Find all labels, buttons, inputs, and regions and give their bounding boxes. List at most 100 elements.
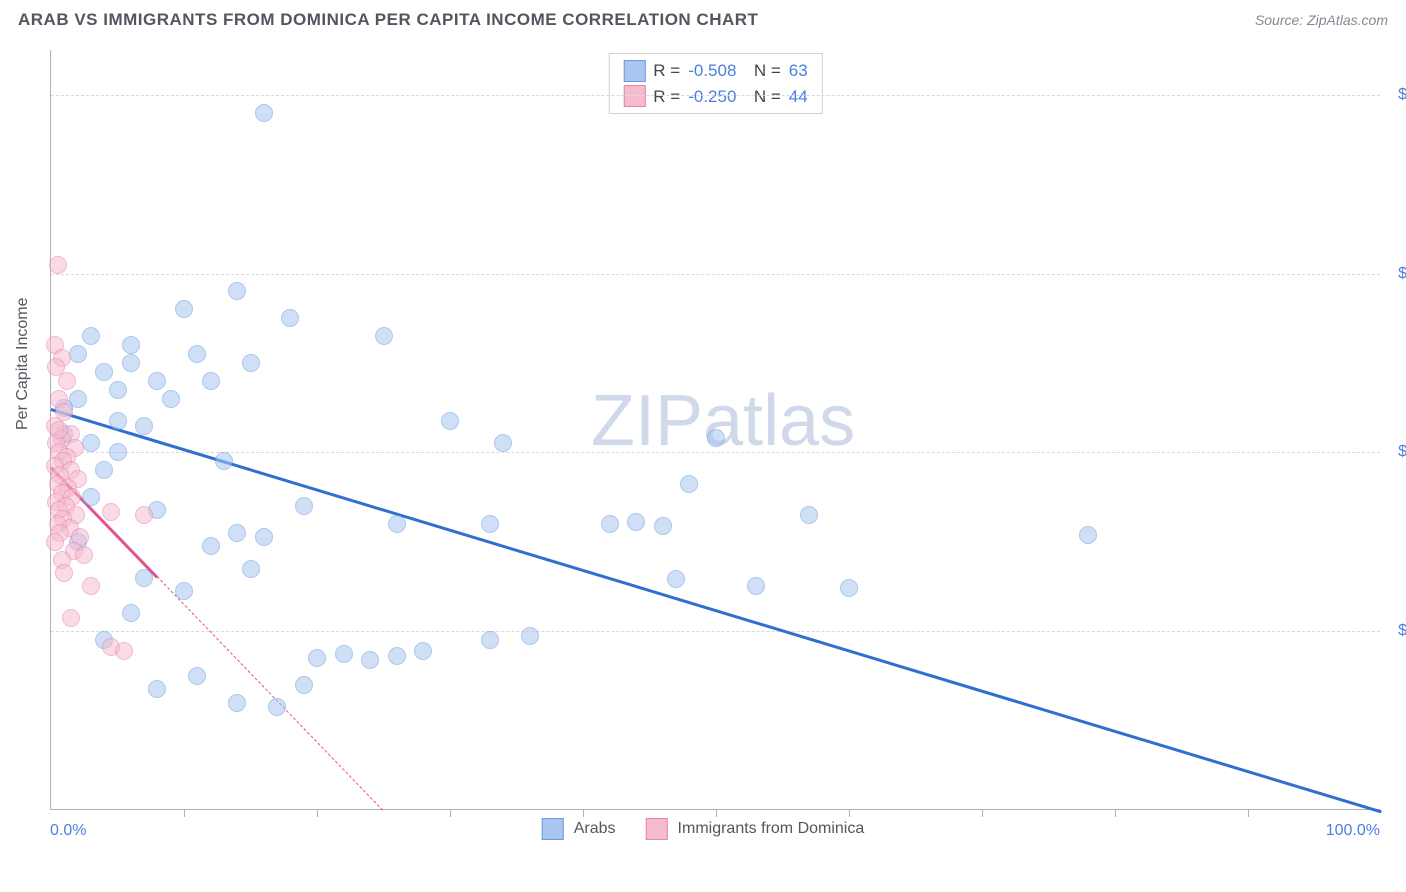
data-point <box>202 372 220 390</box>
r-label: R = <box>653 84 680 110</box>
data-point <box>109 381 127 399</box>
r-value-dominica: -0.250 <box>688 84 736 110</box>
data-point <box>162 390 180 408</box>
data-point <box>122 604 140 622</box>
data-point <box>122 354 140 372</box>
gridline <box>51 274 1380 275</box>
scatter-chart-area: ZIPatlas R = -0.508 N = 63 R = -0.250 N … <box>50 50 1380 810</box>
n-label: N = <box>744 84 780 110</box>
data-point <box>102 503 120 521</box>
data-point <box>202 537 220 555</box>
watermark-bold: ZIP <box>591 381 703 461</box>
data-point <box>122 336 140 354</box>
x-tick <box>716 809 717 817</box>
data-point <box>109 412 127 430</box>
data-point <box>148 372 166 390</box>
data-point <box>255 528 273 546</box>
data-point <box>228 694 246 712</box>
data-point <box>242 354 260 372</box>
data-point <box>481 631 499 649</box>
swatch-dominica <box>623 85 645 107</box>
data-point <box>215 452 233 470</box>
data-point <box>188 345 206 363</box>
n-value-arabs: 63 <box>789 58 808 84</box>
watermark: ZIPatlas <box>591 380 855 462</box>
data-point <box>175 582 193 600</box>
correlation-row-dominica: R = -0.250 N = 44 <box>623 84 807 110</box>
x-tick <box>982 809 983 817</box>
data-point <box>494 434 512 452</box>
y-tick-label: $60,000 <box>1398 265 1406 283</box>
data-point <box>95 363 113 381</box>
x-axis-min-label: 0.0% <box>50 822 86 840</box>
legend-swatch-dominica <box>646 818 668 840</box>
legend-label-dominica: Immigrants from Dominica <box>678 820 865 838</box>
data-point <box>295 497 313 515</box>
data-point <box>308 649 326 667</box>
legend-label-arabs: Arabs <box>574 820 616 838</box>
watermark-light: atlas <box>703 381 855 461</box>
x-tick <box>1248 809 1249 817</box>
x-axis-max-label: 100.0% <box>1326 822 1380 840</box>
data-point <box>135 417 153 435</box>
data-point <box>109 443 127 461</box>
data-point <box>82 577 100 595</box>
data-point <box>115 642 133 660</box>
data-point <box>680 475 698 493</box>
data-point <box>62 609 80 627</box>
y-tick-label: $40,000 <box>1398 443 1406 461</box>
swatch-arabs <box>623 60 645 82</box>
gridline <box>51 631 1380 632</box>
data-point <box>46 533 64 551</box>
data-point <box>255 104 273 122</box>
gridline <box>51 452 1380 453</box>
data-point <box>521 627 539 645</box>
data-point <box>268 698 286 716</box>
data-point <box>388 515 406 533</box>
x-tick <box>849 809 850 817</box>
y-tick-label: $20,000 <box>1398 622 1406 640</box>
gridline <box>51 95 1380 96</box>
data-point <box>361 651 379 669</box>
chart-header: ARAB VS IMMIGRANTS FROM DOMINICA PER CAP… <box>0 0 1406 36</box>
data-point <box>601 515 619 533</box>
data-point <box>1079 526 1097 544</box>
chart-source: Source: ZipAtlas.com <box>1255 12 1388 28</box>
data-point <box>228 524 246 542</box>
data-point <box>707 429 725 447</box>
x-tick <box>583 809 584 817</box>
data-point <box>82 434 100 452</box>
data-point <box>295 676 313 694</box>
data-point <box>69 345 87 363</box>
data-point <box>654 517 672 535</box>
data-point <box>414 642 432 660</box>
data-point <box>82 488 100 506</box>
regression-line <box>51 408 1382 813</box>
data-point <box>441 412 459 430</box>
y-tick-label: $80,000 <box>1398 86 1406 104</box>
data-point <box>58 372 76 390</box>
r-label: R = <box>653 58 680 84</box>
data-point <box>242 560 260 578</box>
correlation-legend: R = -0.508 N = 63 R = -0.250 N = 44 <box>608 53 822 114</box>
data-point <box>135 569 153 587</box>
data-point <box>188 667 206 685</box>
data-point <box>75 546 93 564</box>
data-point <box>49 256 67 274</box>
legend-swatch-arabs <box>542 818 564 840</box>
regression-line <box>157 576 384 811</box>
data-point <box>55 564 73 582</box>
data-point <box>335 645 353 663</box>
data-point <box>95 461 113 479</box>
n-label: N = <box>744 58 780 84</box>
data-point <box>800 506 818 524</box>
data-point <box>228 282 246 300</box>
data-point <box>281 309 299 327</box>
data-point <box>747 577 765 595</box>
data-point <box>148 680 166 698</box>
data-point <box>481 515 499 533</box>
data-point <box>375 327 393 345</box>
series-legend: Arabs Immigrants from Dominica <box>542 818 865 840</box>
x-tick <box>1115 809 1116 817</box>
data-point <box>388 647 406 665</box>
